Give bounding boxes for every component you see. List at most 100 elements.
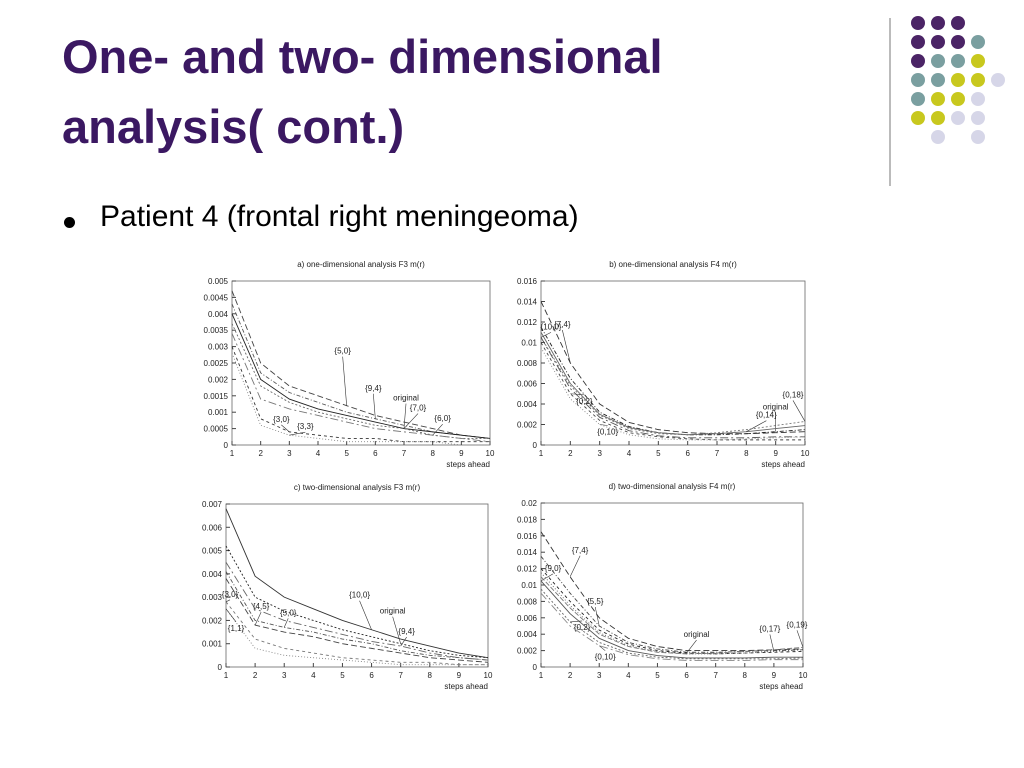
annotation-arrow	[225, 599, 231, 603]
decor-dot	[971, 130, 985, 144]
y-tick-label: 0.004	[517, 400, 538, 409]
decor-dot	[951, 54, 965, 68]
series-line	[231, 333, 491, 443]
y-tick-label: 0.005	[208, 277, 229, 286]
x-tick-label: 1	[224, 671, 229, 680]
x-tick-label: 4	[626, 671, 631, 680]
annotation: {3,3}	[297, 422, 314, 431]
chart-title: d) two-dimensional analysis F4 m(r)	[609, 482, 736, 491]
series-line	[225, 578, 489, 663]
decor-dots	[911, 16, 1005, 144]
y-tick-label: 0.001	[208, 408, 229, 417]
y-tick-label: 0.0035	[204, 326, 229, 335]
series-line	[540, 556, 804, 653]
annotation: {4,5}	[253, 602, 270, 611]
x-tick-label: 3	[287, 449, 292, 458]
x-tick-label: 9	[459, 449, 464, 458]
y-tick-label: 0.016	[517, 277, 538, 286]
decor-dot	[911, 111, 925, 125]
y-tick-label: 0.007	[202, 500, 223, 509]
x-tick-label: 7	[398, 671, 403, 680]
x-axis-label: steps ahead	[759, 682, 803, 691]
annotation-arrow	[373, 393, 376, 419]
decor-dot	[951, 35, 965, 49]
x-tick-label: 7	[402, 449, 407, 458]
decor-dot	[971, 35, 985, 49]
x-tick-label: 2	[253, 671, 258, 680]
x-tick-label: 3	[597, 671, 602, 680]
annotation: {0,14}	[756, 411, 777, 420]
y-tick-label: 0.008	[517, 597, 538, 606]
series-line	[225, 545, 489, 659]
y-tick-label: 0.006	[517, 614, 538, 623]
annotation: original	[380, 607, 406, 616]
x-tick-label: 1	[539, 671, 544, 680]
decor-dot	[951, 92, 965, 106]
x-axis-label: steps ahead	[444, 682, 488, 691]
series-line	[540, 342, 805, 441]
series-line	[540, 592, 803, 661]
series-line	[540, 580, 803, 659]
x-tick-label: 10	[486, 449, 495, 458]
decor-dot	[931, 130, 945, 144]
series-line	[225, 508, 489, 659]
annotation: {1,1}	[228, 624, 245, 633]
annotation: {7,4}	[572, 546, 589, 555]
annotation: {0,10}	[595, 653, 616, 662]
x-tick-label: 4	[316, 449, 321, 458]
series-line	[540, 332, 806, 436]
y-tick-label: 0.014	[517, 548, 538, 557]
annotation-arrow	[569, 555, 581, 577]
x-axis-label: steps ahead	[761, 460, 805, 469]
decor-dot	[951, 111, 965, 125]
y-tick-label: 0.012	[517, 565, 538, 574]
series-line	[540, 588, 804, 660]
annotation-arrow	[769, 634, 775, 652]
y-tick-label: 0	[533, 663, 538, 672]
x-tick-label: 8	[430, 449, 435, 458]
annotation-arrow	[400, 636, 407, 647]
series-line	[540, 347, 806, 441]
x-tick-label: 6	[684, 671, 689, 680]
x-tick-label: 9	[772, 671, 777, 680]
x-tick-label: 4	[627, 449, 632, 458]
y-tick-label: 0.002	[517, 647, 538, 656]
series-line	[540, 301, 806, 435]
plot-frame	[540, 502, 804, 668]
annotation-arrow	[289, 431, 306, 436]
annotation: {9,4}	[398, 627, 415, 636]
annotation-arrow	[792, 400, 806, 422]
annotation: {3,0}	[222, 590, 239, 599]
decor-dot	[911, 54, 925, 68]
y-tick-label: 0.003	[208, 343, 229, 352]
annotation: {0,2}	[576, 397, 593, 406]
annotation-arrow	[432, 423, 443, 436]
x-tick-label: 5	[656, 449, 661, 458]
y-tick-label: 0.003	[202, 593, 223, 602]
decor-dot	[971, 54, 985, 68]
annotation-arrow	[686, 639, 697, 654]
annotation-arrow	[359, 600, 372, 630]
y-tick-label: 0.014	[517, 298, 538, 307]
decor-dot	[991, 73, 1005, 87]
annotation-arrow	[392, 616, 401, 644]
x-tick-label: 10	[799, 671, 808, 680]
y-tick-label: 0	[218, 663, 223, 672]
decor-dot	[971, 73, 985, 87]
annotation-arrow	[746, 420, 767, 432]
series-line	[231, 313, 491, 439]
annotation-arrow	[403, 403, 407, 429]
decor-dot	[931, 111, 945, 125]
x-tick-label: 5	[655, 671, 660, 680]
slide-title: One- and two- dimensional analysis( cont…	[62, 30, 663, 153]
y-tick-label: 0.018	[517, 515, 538, 524]
annotation-arrow	[225, 608, 237, 622]
decor-dot	[951, 73, 965, 87]
x-tick-label: 1	[539, 449, 544, 458]
plot-frame	[540, 280, 806, 446]
x-tick-label: 10	[484, 671, 493, 680]
annotation: {0,18}	[783, 390, 804, 399]
series-line	[225, 601, 488, 666]
x-tick-label: 8	[743, 671, 748, 680]
